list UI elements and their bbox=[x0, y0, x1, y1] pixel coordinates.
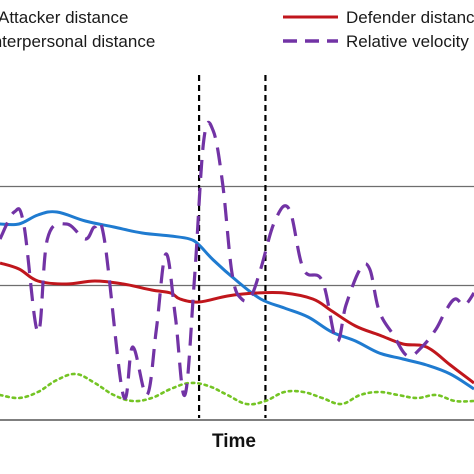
legend: Attacker distance Defender distance Inte… bbox=[0, 8, 474, 51]
legend-label-defender-distance: Defender distance bbox=[346, 8, 474, 27]
series-line-attacker-distance bbox=[0, 210, 474, 391]
series-line-defender-distance bbox=[0, 261, 474, 385]
legend-label-interpersonal-distance: Interpersonal distance bbox=[0, 32, 155, 51]
gridlines bbox=[0, 185, 474, 287]
legend-label-attacker-distance: Attacker distance bbox=[0, 8, 128, 27]
event-markers bbox=[197, 75, 267, 418]
series-line-relative-velocity bbox=[0, 120, 474, 400]
x-axis-label: Time bbox=[212, 431, 256, 452]
legend-label-relative-velocity: Relative velocity bbox=[346, 32, 469, 51]
series-group bbox=[0, 120, 474, 406]
series-line-interpersonal-distance bbox=[0, 372, 474, 406]
